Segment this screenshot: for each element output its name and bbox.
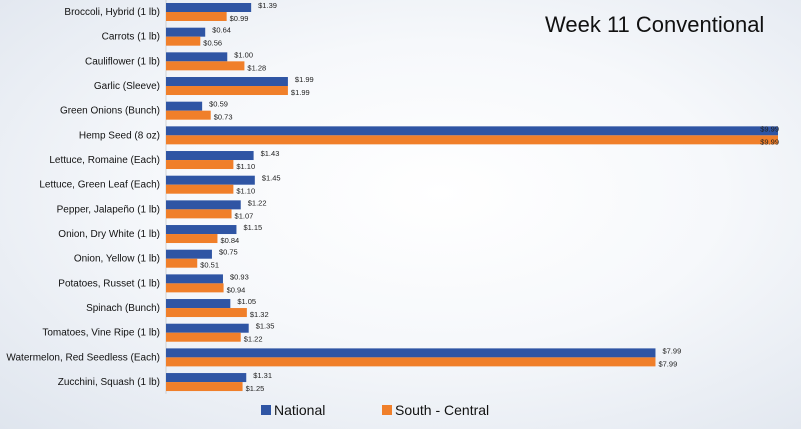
category-label-zucchini-squash-1-lb: Zucchini, Squash (1 lb) (58, 377, 160, 388)
category-label-cauliflower-1-lb: Cauliflower (1 lb) (85, 56, 160, 67)
value-label-south-central-cauliflower-1-lb: $1.28 (247, 63, 266, 72)
value-label-national-watermelon-red-seedless-each: $7.99 (662, 346, 681, 355)
category-label-garlic-sleeve: Garlic (Sleeve) (94, 81, 160, 92)
value-label-national-broccoli-hybrid-1-lb: $1.39 (258, 1, 277, 10)
bar-south-central-watermelon-red-seedless-each (166, 357, 656, 367)
value-label-national-carrots-1-lb: $0.64 (212, 26, 231, 35)
category-label-carrots-1-lb: Carrots (1 lb) (102, 32, 160, 43)
bar-national-potatoes-russet-1-lb (166, 274, 223, 284)
bar-national-carrots-1-lb (166, 27, 206, 37)
value-label-national-tomatoes-vine-ripe-1-lb: $1.35 (256, 322, 275, 331)
legend: National South - Central (261, 402, 489, 418)
bar-south-central-broccoli-hybrid-1-lb (166, 12, 227, 21)
category-label-broccoli-hybrid-1-lb: Broccoli, Hybrid (1 lb) (64, 7, 160, 18)
category-label-lettuce-romaine-each: Lettuce, Romaine (Each) (49, 155, 160, 166)
category-label-pepper-jalape-o-1-lb: Pepper, Jalapeño (1 lb) (57, 204, 160, 215)
bar-south-central-zucchini-squash-1-lb (166, 382, 243, 392)
value-label-national-lettuce-green-leaf-each: $1.45 (262, 174, 281, 183)
chart-title: Week 11 Conventional (545, 12, 764, 37)
value-label-south-central-lettuce-romaine-each: $1.10 (236, 162, 255, 171)
legend-swatch-south-central (382, 405, 392, 415)
bar-national-onion-dry-white-1-lb (166, 225, 237, 235)
value-label-south-central-onion-yellow-1-lb: $0.51 (200, 261, 219, 270)
plot-area: Broccoli, Hybrid (1 lb) $1.39 $0.99 Carrots… (6, 0, 779, 394)
category-label-green-onions-bunch: Green Onions (Bunch) (60, 106, 160, 117)
value-label-national-green-onions-bunch: $0.59 (209, 100, 228, 109)
bar-national-pepper-jalape-o-1-lb (166, 200, 241, 210)
value-label-south-central-zucchini-squash-1-lb: $1.25 (246, 384, 265, 393)
value-label-national-hemp-seed-8-oz: $9.99 (760, 124, 779, 133)
value-label-south-central-potatoes-russet-1-lb: $0.94 (227, 285, 246, 294)
bar-south-central-pepper-jalape-o-1-lb (166, 209, 232, 219)
value-label-national-cauliflower-1-lb: $1.00 (234, 50, 253, 59)
value-label-south-central-broccoli-hybrid-1-lb: $0.99 (230, 14, 249, 23)
bar-national-lettuce-romaine-each (166, 151, 254, 161)
bar-south-central-onion-yellow-1-lb (166, 258, 198, 268)
value-label-south-central-onion-dry-white-1-lb: $0.84 (220, 236, 239, 245)
bar-south-central-green-onions-bunch (166, 110, 211, 120)
bar-south-central-potatoes-russet-1-lb (166, 283, 224, 293)
category-label-potatoes-russet-1-lb: Potatoes, Russet (1 lb) (58, 278, 160, 289)
category-label-tomatoes-vine-ripe-1-lb: Tomatoes, Vine Ripe (1 lb) (42, 328, 160, 339)
legend-label-south-central: South - Central (395, 402, 489, 418)
bar-national-onion-yellow-1-lb (166, 249, 212, 259)
value-label-south-central-lettuce-green-leaf-each: $1.10 (236, 187, 255, 196)
bar-national-garlic-sleeve (166, 77, 288, 87)
legend-swatch-national (261, 405, 271, 415)
category-label-watermelon-red-seedless-each: Watermelon, Red Seedless (Each) (6, 352, 160, 363)
bar-south-central-carrots-1-lb (166, 36, 201, 46)
bar-south-central-cauliflower-1-lb (166, 61, 245, 71)
bar-national-lettuce-green-leaf-each (166, 175, 255, 185)
value-label-south-central-spinach-bunch: $1.32 (250, 310, 269, 319)
bar-south-central-lettuce-romaine-each (166, 160, 234, 170)
value-label-national-potatoes-russet-1-lb: $0.93 (230, 272, 249, 281)
bar-national-broccoli-hybrid-1-lb (166, 3, 252, 12)
value-label-south-central-tomatoes-vine-ripe-1-lb: $1.22 (244, 335, 263, 344)
value-label-national-spinach-bunch: $1.05 (237, 297, 256, 306)
bar-national-hemp-seed-8-oz (166, 126, 778, 136)
bar-south-central-hemp-seed-8-oz (166, 135, 778, 145)
value-label-national-onion-yellow-1-lb: $0.75 (219, 248, 238, 257)
value-label-south-central-hemp-seed-8-oz: $9.99 (760, 137, 779, 146)
value-label-south-central-carrots-1-lb: $0.56 (203, 39, 222, 48)
legend-label-national: National (274, 402, 325, 418)
value-label-south-central-watermelon-red-seedless-each: $7.99 (658, 359, 677, 368)
value-label-national-lettuce-romaine-each: $1.43 (261, 149, 280, 158)
category-label-hemp-seed-8-oz: Hemp Seed (8 oz) (79, 130, 160, 141)
category-label-lettuce-green-leaf-each: Lettuce, Green Leaf (Each) (39, 180, 160, 191)
bar-south-central-garlic-sleeve (166, 86, 288, 96)
bar-south-central-tomatoes-vine-ripe-1-lb (166, 332, 241, 342)
bar-national-spinach-bunch (166, 299, 231, 309)
bar-national-tomatoes-vine-ripe-1-lb (166, 323, 249, 333)
category-label-spinach-bunch: Spinach (Bunch) (86, 303, 160, 314)
bar-south-central-onion-dry-white-1-lb (166, 234, 218, 244)
bar-south-central-spinach-bunch (166, 308, 247, 318)
category-label-onion-dry-white-1-lb: Onion, Dry White (1 lb) (58, 229, 160, 240)
value-label-national-pepper-jalape-o-1-lb: $1.22 (248, 198, 267, 207)
bar-south-central-lettuce-green-leaf-each (166, 184, 234, 194)
bar-national-zucchini-squash-1-lb (166, 373, 247, 383)
category-label-onion-yellow-1-lb: Onion, Yellow (1 lb) (74, 254, 160, 265)
bar-national-green-onions-bunch (166, 101, 203, 111)
value-label-south-central-green-onions-bunch: $0.73 (214, 113, 233, 122)
value-label-south-central-pepper-jalape-o-1-lb: $1.07 (235, 211, 254, 220)
bar-national-cauliflower-1-lb (166, 52, 228, 62)
value-label-south-central-garlic-sleeve: $1.99 (291, 88, 310, 97)
value-label-national-zucchini-squash-1-lb: $1.31 (253, 371, 272, 380)
value-label-national-garlic-sleeve: $1.99 (295, 75, 314, 84)
bar-national-watermelon-red-seedless-each (166, 348, 656, 358)
value-label-national-onion-dry-white-1-lb: $1.15 (243, 223, 262, 232)
